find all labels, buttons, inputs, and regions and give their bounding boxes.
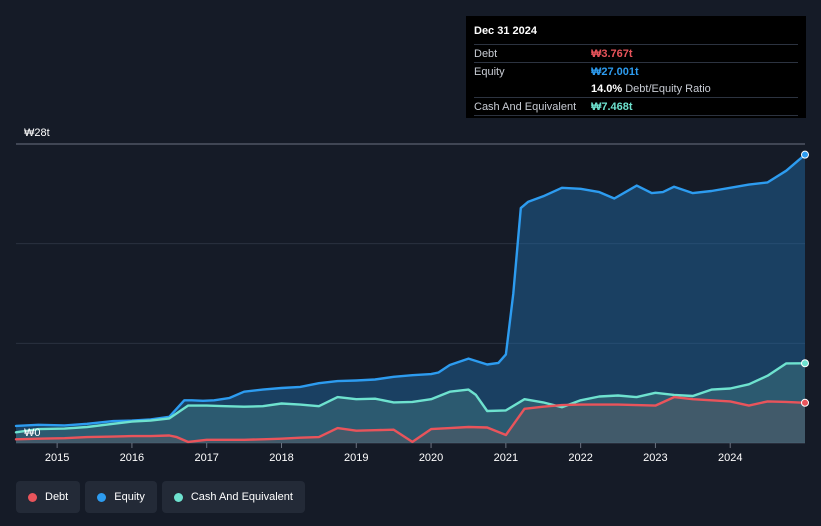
area-equity — [16, 154, 805, 443]
legend-label-debt: Debt — [45, 491, 69, 503]
x-tick-label: 2021 — [494, 452, 518, 464]
x-tick-label: 2022 — [568, 452, 592, 464]
x-tick-label: 2024 — [718, 452, 742, 464]
series-areas — [16, 154, 805, 443]
tooltip-row-debt: Debt ₩3.767t — [474, 44, 798, 62]
tooltip-equity-value: ₩27.001t — [591, 65, 639, 78]
tooltip-debt-label: Debt — [474, 47, 498, 60]
y-axis-ticks: ₩0 ₩28t — [24, 127, 50, 439]
tooltip-row-equity: Equity ₩27.001t — [474, 62, 798, 80]
x-tick-label: 2015 — [45, 452, 69, 464]
line-cash-and-equivalent — [14, 362, 807, 434]
grid-lines — [16, 143, 805, 444]
end-marker-debt[interactable] — [801, 398, 809, 407]
x-tick-label: 2018 — [269, 452, 293, 464]
area-debt — [16, 397, 805, 443]
legend-item-cash[interactable]: Cash And Equivalent — [161, 481, 305, 513]
tooltip-cash-label: Cash And Equivalent — [474, 100, 577, 113]
line-debt — [14, 395, 807, 444]
end-marker-equity[interactable] — [801, 150, 809, 159]
tooltip-ratio-label: Debt/Equity Ratio — [625, 82, 711, 95]
x-tick-label: 2016 — [120, 452, 144, 464]
x-tick-label: 2020 — [419, 452, 443, 464]
y-tick-label-min: ₩0 — [24, 427, 41, 439]
x-axis-ticks: 2015 2016 2017 2018 2019 2020 2021 2022 2023 2024 — [45, 443, 742, 464]
legend-label-equity: Equity — [114, 491, 145, 503]
tooltip-cash-value: ₩7.468t — [591, 100, 633, 113]
legend-dot-cash — [173, 492, 183, 502]
tooltip-row-ratio: 14.0% Debt/Equity Ratio — [474, 80, 798, 97]
x-tick-label: 2023 — [643, 452, 667, 464]
legend-dot-equity — [97, 492, 107, 502]
line-equity — [14, 153, 807, 428]
end-markers — [801, 150, 809, 407]
legend-label-cash: Cash And Equivalent — [190, 491, 293, 503]
tooltip-ratio-value: 14.0% — [591, 82, 623, 95]
end-marker-cash-and-equivalent[interactable] — [801, 359, 809, 368]
tooltip-debt-value: ₩3.767t — [591, 47, 633, 60]
y-tick-label-max: ₩28t — [24, 127, 50, 139]
tooltip-row-cash: Cash And Equivalent ₩7.468t — [474, 97, 798, 116]
legend-dot-debt — [28, 492, 37, 502]
tooltip-equity-label: Equity — [474, 65, 505, 78]
series-lines — [14, 153, 807, 444]
legend: Debt Equity Cash And Equivalent — [16, 481, 305, 513]
x-tick-label: 2019 — [344, 452, 368, 464]
x-tick-label: 2017 — [194, 452, 218, 464]
tooltip: Dec 31 2024 Debt ₩3.767t Equity ₩27.001t… — [466, 16, 806, 118]
tooltip-date: Dec 31 2024 — [474, 25, 537, 37]
legend-item-equity[interactable]: Equity — [85, 481, 157, 513]
legend-item-debt[interactable]: Debt — [16, 481, 81, 513]
